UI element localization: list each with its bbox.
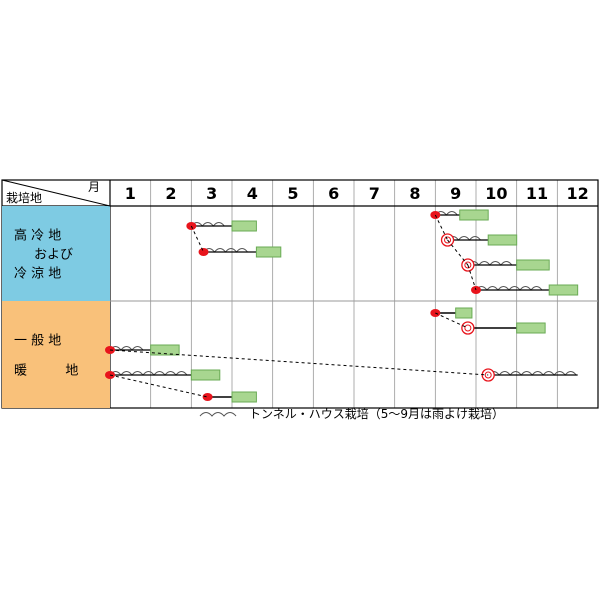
harvest-bar [231,220,257,232]
legend: トンネル・ハウス栽培（5～9月は雨よけ栽培） [199,406,504,421]
harvest-bar [150,344,180,356]
month-label: 8 [409,184,420,203]
dotted-connector [109,374,208,398]
month-label: 6 [328,184,339,203]
month-label: 3 [206,184,217,203]
region-block [2,206,110,301]
harvest-bar [487,234,518,246]
tunnel-arcs [109,346,144,351]
harvest-bar [231,391,257,403]
month-header-label: 月 [88,180,100,194]
month-label: 9 [450,184,461,203]
header-background [2,180,598,206]
month-label: 1 [125,184,136,203]
transplant-marker [464,261,472,269]
month-label: 5 [287,184,298,203]
tunnel-arcs [109,371,188,376]
region-label: および [34,248,73,263]
month-label: 11 [526,184,548,203]
dotted-connector [434,214,448,241]
region-label: 一 般 地 [14,333,61,349]
transplant-marker [461,321,475,335]
transplant-marker [484,371,492,379]
header-diagonal [1,179,111,207]
harvest-bar [255,246,282,258]
region-block [2,301,110,408]
month-label: 10 [485,184,507,203]
harvest-bar [455,307,473,319]
transplant-marker [444,236,452,244]
region-label: 暖 地 [14,364,78,379]
tunnel-arcs [190,222,225,227]
tunnel-legend-icon [199,412,237,417]
grid [1,179,599,409]
harvest-bar [459,209,489,221]
sowing-dot [198,248,209,256]
sowing-dot [202,393,213,401]
month-label: 4 [247,184,258,203]
transplant-marker [464,324,472,332]
header-row: 栽培地 月 1 2 3 4 5 6 7 8 9 10 11 12 [1,179,589,207]
harvest-bar [190,369,221,381]
dotted-connector [467,264,477,291]
legend-text: トンネル・ハウス栽培（5～9月は雨よけ栽培） [249,406,504,421]
harvest-bar [516,322,546,334]
region-label: 冷 涼 地 [14,267,61,282]
month-label: 7 [369,184,380,203]
dotted-connector [190,225,204,253]
month-label: 12 [567,184,589,203]
month-label: 2 [165,184,176,203]
region-header-label: 栽培地 [6,190,42,205]
harvest-bar [548,284,579,296]
region-label: 高 冷 地 [14,228,61,244]
dotted-connector [447,239,469,266]
schedule-marks [105,209,579,403]
harvest-bar [516,259,550,271]
